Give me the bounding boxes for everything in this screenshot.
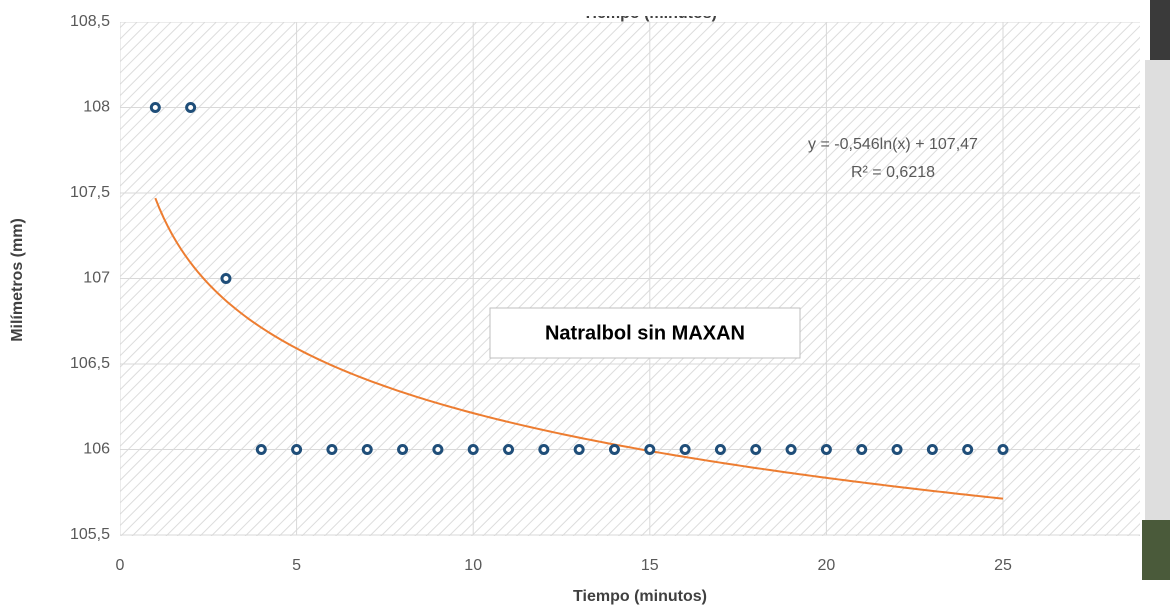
trend-r2: R² = 0,6218 — [851, 164, 935, 181]
point — [608, 444, 620, 455]
point — [149, 102, 161, 113]
point — [714, 444, 726, 455]
point — [432, 444, 444, 455]
point — [785, 444, 797, 455]
point — [220, 273, 232, 284]
y-tick-label: 108 — [83, 99, 110, 116]
side-photo — [1142, 520, 1170, 580]
point — [856, 444, 868, 455]
point — [891, 444, 903, 455]
x-axis-title: Tiempo (minutos) — [573, 588, 707, 605]
point — [573, 444, 585, 455]
point — [361, 444, 373, 455]
y-tick-label: 107 — [83, 270, 110, 287]
point — [185, 102, 197, 113]
cut-mask — [0, 0, 1140, 16]
x-tick-label: 20 — [818, 557, 836, 574]
point — [962, 444, 974, 455]
point — [255, 444, 267, 455]
annotation-box — [489, 307, 801, 359]
point — [679, 444, 691, 455]
y-tick-label: 106 — [83, 441, 110, 458]
trend-equation: y = -0,546ln(x) + 107,47 — [808, 136, 978, 153]
point — [750, 444, 762, 455]
point — [820, 444, 832, 455]
side-photo — [1150, 0, 1170, 60]
y-axis-title: Milímetros (mm) — [9, 218, 26, 342]
x-tick-label: 25 — [994, 557, 1012, 574]
point — [997, 444, 1009, 455]
trendline — [154, 197, 1004, 500]
point — [503, 444, 515, 455]
point — [397, 444, 409, 455]
y-tick-label: 107,5 — [70, 184, 110, 201]
x-tick-label: 10 — [464, 557, 482, 574]
x-tick-label: 5 — [292, 557, 301, 574]
point — [326, 444, 338, 455]
point — [291, 444, 303, 455]
y-tick-label: 108,5 — [70, 13, 110, 30]
point — [926, 444, 938, 455]
y-tick-label: 105,5 — [70, 526, 110, 543]
point — [467, 444, 479, 455]
annotation: Natralbol sin MAXAN — [545, 322, 745, 344]
x-tick-label: 0 — [116, 557, 125, 574]
point — [538, 444, 550, 455]
point — [644, 444, 656, 455]
side-photo — [1145, 60, 1170, 520]
y-tick-label: 106,5 — [70, 355, 110, 372]
x-tick-label: 15 — [641, 557, 659, 574]
